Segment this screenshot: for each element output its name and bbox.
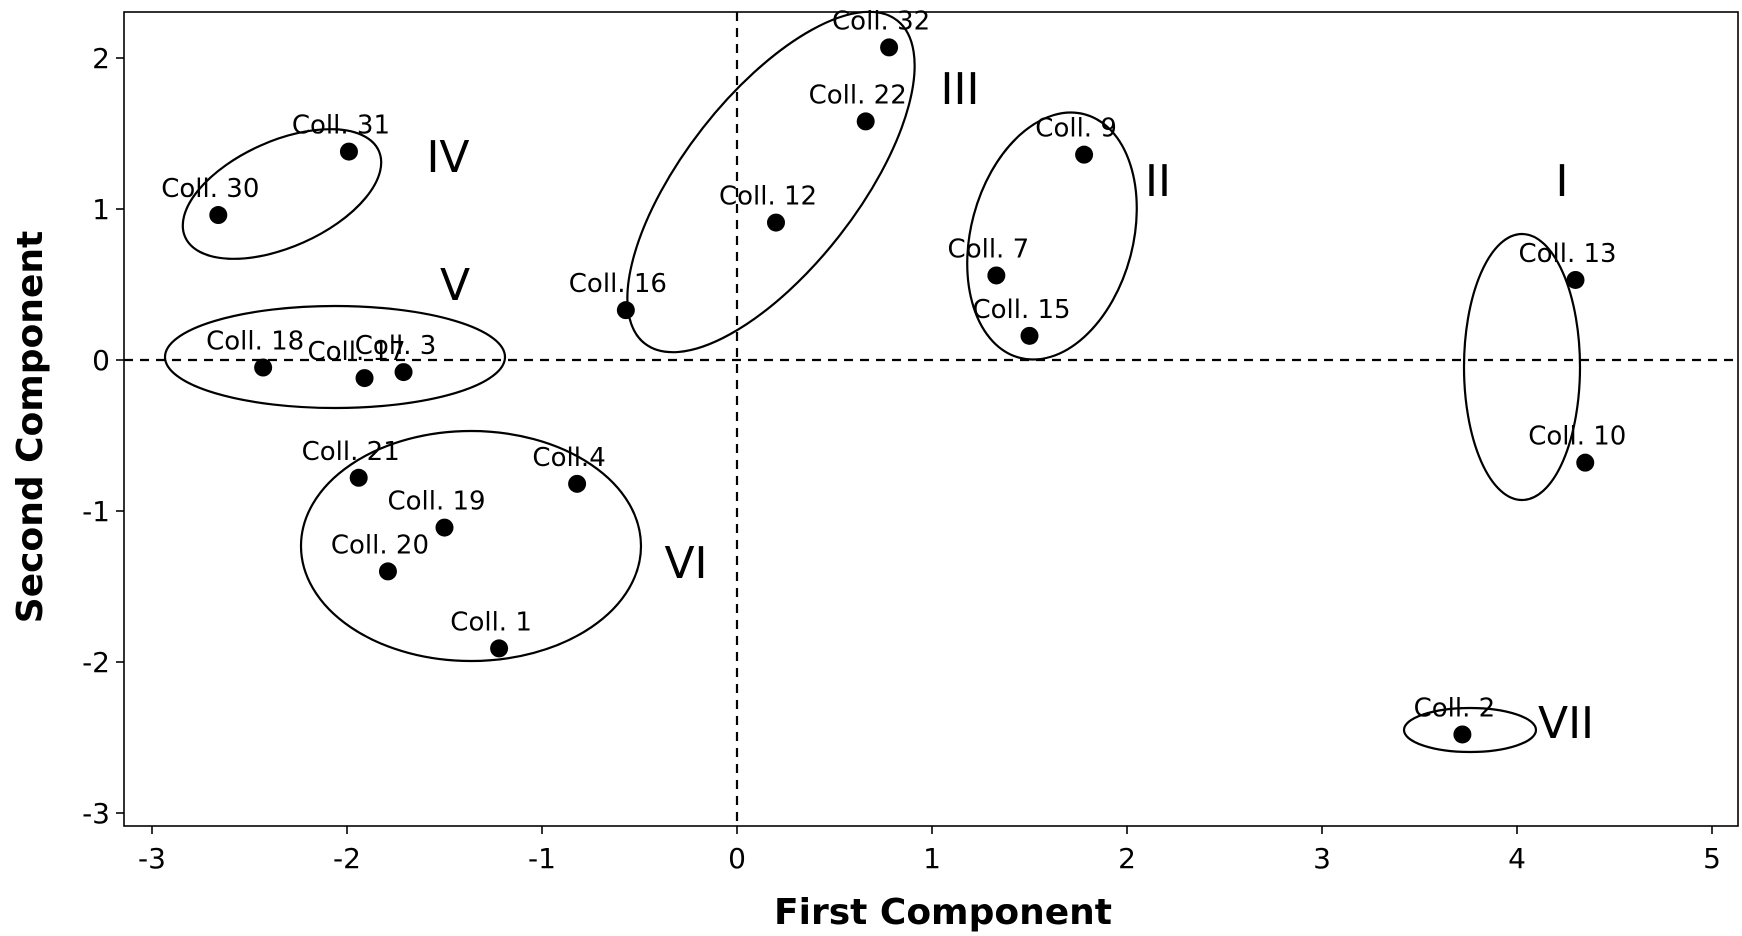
- point-label: Coll. 32: [832, 6, 930, 36]
- y-axis-title: Second Component: [10, 231, 51, 623]
- point-label: Coll. 1: [450, 607, 532, 637]
- data-point: [1075, 145, 1094, 164]
- group-label: VII: [1538, 698, 1594, 749]
- x-tick-label: -1: [528, 842, 556, 875]
- data-point: [490, 639, 509, 658]
- point-label: Coll. 20: [331, 530, 429, 560]
- x-tick-label: 5: [1703, 842, 1721, 875]
- y-tick-label: -1: [82, 495, 110, 528]
- point-label: Coll. 16: [569, 269, 667, 299]
- x-tick-label: 2: [1118, 842, 1136, 875]
- x-tick-label: 0: [728, 842, 746, 875]
- point-label: Coll. 17: [307, 337, 405, 367]
- x-axis-title: First Component: [774, 892, 1112, 933]
- data-point: [378, 562, 397, 581]
- data-point: [435, 518, 454, 537]
- point-label: Coll. 3: [355, 331, 437, 361]
- group-ellipse: [1462, 232, 1582, 502]
- data-point: [349, 468, 368, 487]
- data-point: [856, 112, 875, 131]
- point-label: Coll. 13: [1518, 239, 1616, 269]
- point-label: Coll. 18: [206, 327, 304, 357]
- y-tick-label: -3: [82, 797, 110, 830]
- point-label: Coll. 31: [292, 111, 390, 141]
- data-point: [1453, 725, 1472, 744]
- group-label: II: [1145, 156, 1171, 207]
- data-point: [987, 266, 1006, 285]
- group-ellipse: [1402, 706, 1538, 754]
- data-point: [339, 142, 358, 161]
- point-label: Coll. 21: [302, 437, 400, 467]
- data-point: [1566, 270, 1585, 289]
- data-point: [616, 301, 635, 320]
- data-point: [1576, 453, 1595, 472]
- point-label: Coll. 9: [1035, 114, 1117, 144]
- group-label: I: [1556, 156, 1569, 207]
- group-ellipse: [966, 111, 1138, 361]
- y-tick-label: 2: [92, 42, 110, 75]
- point-label: Coll.4: [532, 443, 605, 473]
- group-ellipse: [626, 10, 916, 354]
- data-point: [767, 213, 785, 232]
- data-point: [394, 363, 413, 382]
- data-point: [880, 38, 899, 57]
- group-label: III: [941, 64, 980, 115]
- point-label: Coll. 12: [719, 182, 817, 212]
- data-point: [209, 206, 228, 225]
- x-tick-label: -3: [138, 842, 166, 875]
- point-label: Coll. 22: [809, 80, 907, 110]
- point-label: Coll. 2: [1414, 693, 1496, 723]
- group-label: IV: [426, 132, 469, 183]
- data-point: [254, 358, 273, 377]
- data-point: [568, 474, 587, 493]
- group-ellipse: [181, 128, 383, 260]
- data-point: [355, 369, 374, 388]
- x-tick-label: 3: [1313, 842, 1331, 875]
- group-ellipse: [299, 429, 643, 663]
- plot-frame: [123, 11, 1739, 827]
- group-label: VI: [664, 538, 707, 589]
- x-tick-label: 4: [1508, 842, 1526, 875]
- data-point: [1020, 326, 1039, 345]
- x-tick-label: 1: [923, 842, 941, 875]
- point-label: Coll. 15: [972, 295, 1070, 325]
- point-label: Coll. 10: [1528, 422, 1626, 452]
- point-label: Coll. 19: [387, 487, 485, 517]
- group-label: V: [440, 260, 470, 311]
- y-tick-label: -2: [82, 646, 110, 679]
- y-tick-label: 1: [92, 193, 110, 226]
- group-ellipse: [163, 304, 507, 410]
- point-label: Coll. 30: [161, 174, 259, 204]
- y-tick-label: 0: [92, 344, 110, 377]
- point-label: Coll. 7: [948, 234, 1030, 264]
- x-tick-label: -2: [333, 842, 361, 875]
